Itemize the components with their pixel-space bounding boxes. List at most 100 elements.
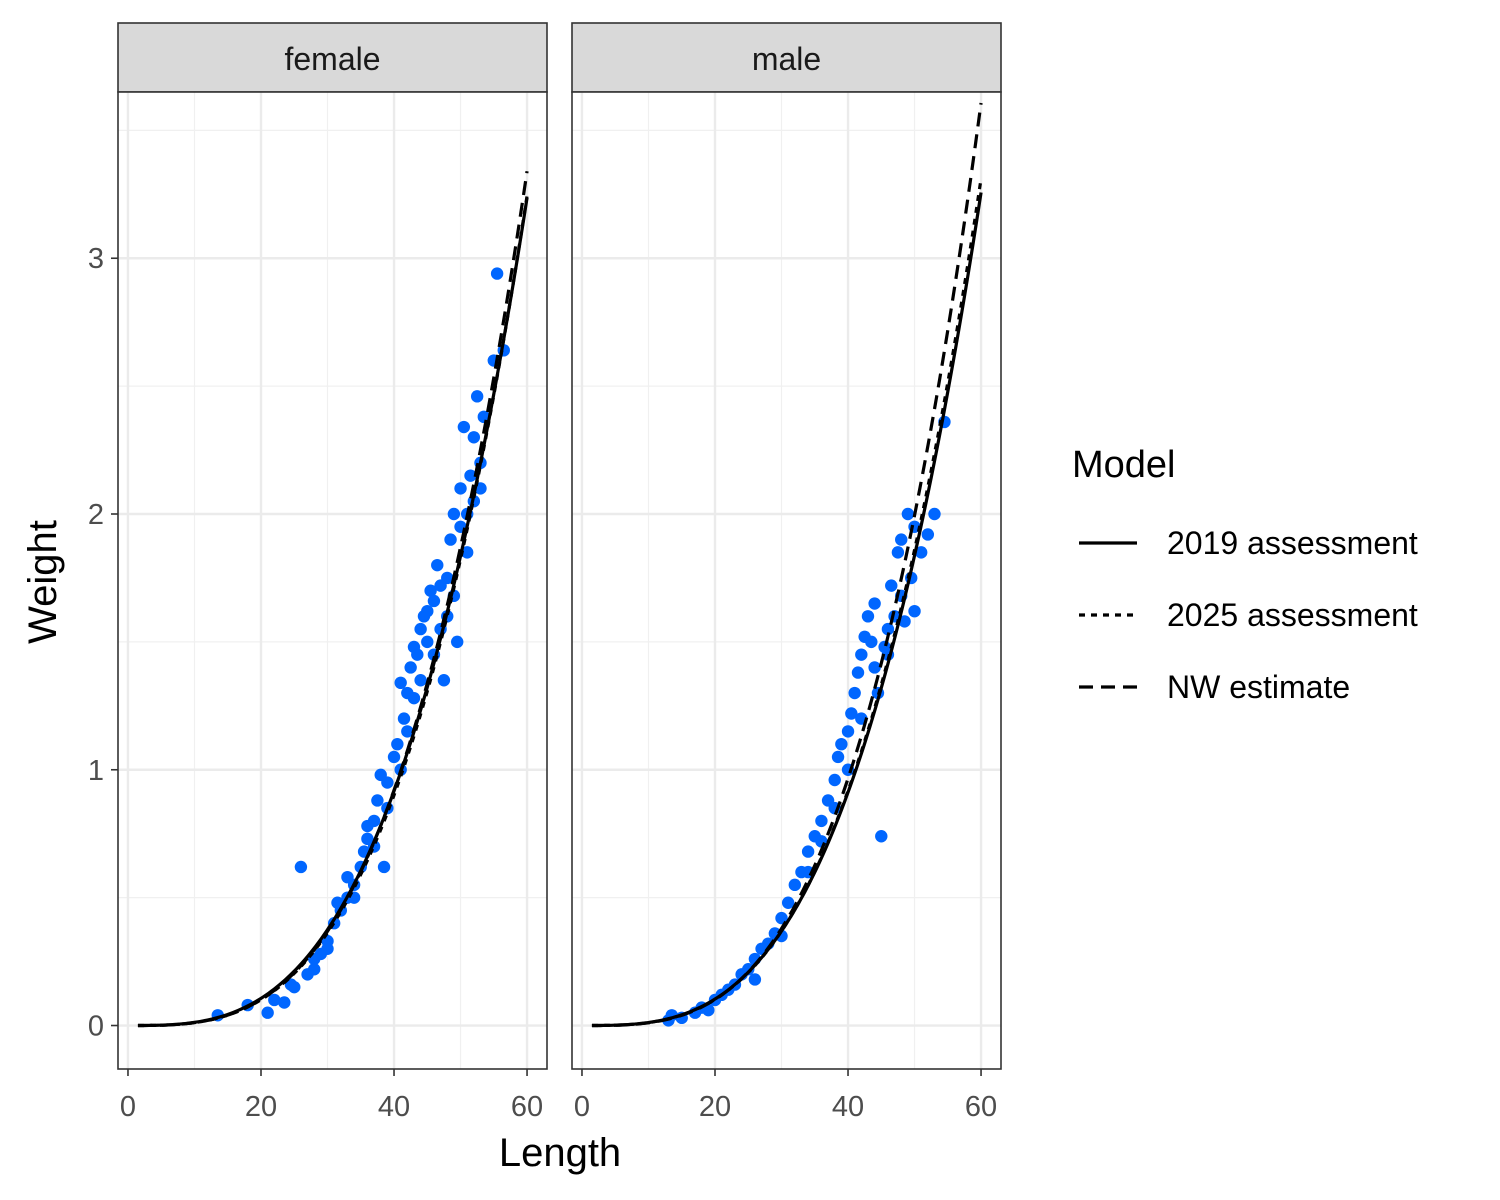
- data-point: [397, 712, 411, 725]
- data-point: [845, 707, 858, 720]
- curve-dashed: [137, 171, 529, 1028]
- data-point: [341, 870, 354, 884]
- x-axis-title: Length: [499, 1131, 621, 1175]
- legend-entry-label: 2019 assessment: [1167, 525, 1418, 561]
- legend: Model 2019 assessment 2025 assessment NW e…: [1072, 444, 1418, 705]
- data-point: [444, 533, 457, 546]
- legend-entry-label: 2025 assessment: [1167, 597, 1418, 633]
- x-tick-label: 40: [378, 1091, 410, 1123]
- strip-male: [571, 22, 1002, 93]
- data-point: [477, 410, 491, 424]
- axes-layer: 0 20 40 60 0 1 2 3 0 20 40 60: [88, 243, 997, 1123]
- data-point: [868, 597, 881, 610]
- data-point: [748, 973, 762, 986]
- data-point: [914, 546, 928, 559]
- data-point: [294, 860, 308, 874]
- strip-female: [117, 22, 548, 93]
- data-point: [278, 996, 291, 1009]
- x-tick-label: 0: [574, 1091, 590, 1123]
- data-point: [868, 661, 881, 674]
- data-point: [831, 750, 845, 764]
- x-tick-label: 60: [511, 1091, 543, 1123]
- legend-entry-label: NW estimate: [1167, 669, 1350, 705]
- data-point: [414, 622, 427, 636]
- data-point: [424, 584, 437, 597]
- strip-label: male: [752, 41, 821, 77]
- data-point: [898, 615, 911, 628]
- x-tick-label: 20: [245, 1091, 277, 1123]
- y-tick-label: 1: [88, 755, 104, 787]
- curve-dashed: [591, 102, 983, 1028]
- data-point: [781, 896, 795, 909]
- data-point: [928, 507, 941, 521]
- strip-label: female: [284, 41, 380, 77]
- data-point: [885, 579, 898, 592]
- data-point: [414, 674, 427, 687]
- legend-title: Model: [1072, 444, 1176, 486]
- y-tick-label: 2: [88, 499, 104, 531]
- data-point: [268, 993, 281, 1007]
- data-point: [371, 794, 384, 807]
- data-point: [261, 1006, 274, 1019]
- y-tick-label: 0: [88, 1011, 104, 1043]
- data-point: [861, 610, 875, 623]
- data-point: [454, 482, 467, 495]
- data-point: [308, 963, 321, 976]
- x-tick-label: 40: [832, 1091, 864, 1123]
- data-point: [407, 640, 421, 654]
- panel-border: [571, 91, 1002, 1070]
- data-point: [467, 431, 481, 444]
- data-point: [788, 878, 802, 892]
- panels-layer: female male: [117, 22, 1002, 1070]
- data-point: [401, 725, 414, 738]
- data-point: [394, 676, 407, 690]
- data-point: [321, 942, 334, 955]
- panel-border: [117, 91, 548, 1070]
- data-point: [891, 546, 905, 559]
- x-tick-label: 60: [965, 1091, 997, 1123]
- x-tick-label: 20: [699, 1091, 731, 1123]
- data-point: [490, 267, 504, 280]
- data-point: [431, 558, 444, 572]
- panel-female: female: [117, 22, 548, 1070]
- y-tick-label: 3: [88, 243, 104, 275]
- data-point: [895, 533, 908, 546]
- x-tick-label: 0: [120, 1091, 136, 1123]
- data-point: [437, 674, 451, 687]
- data-point: [881, 622, 895, 636]
- data-point: [434, 579, 447, 592]
- data-point: [851, 666, 865, 679]
- data-point: [427, 594, 441, 608]
- data-point: [387, 750, 401, 764]
- data-point: [848, 686, 861, 700]
- data-point: [801, 845, 815, 858]
- data-point: [742, 963, 755, 976]
- data-point: [407, 691, 421, 705]
- data-point: [865, 635, 878, 649]
- data-point: [470, 390, 484, 403]
- data-point: [921, 528, 935, 541]
- data-point: [908, 604, 921, 618]
- data-point: [391, 737, 404, 751]
- data-point: [841, 725, 855, 738]
- data-point: [835, 737, 848, 751]
- data-point: [381, 776, 394, 789]
- data-point: [421, 635, 434, 649]
- data-point: [855, 648, 868, 661]
- y-axis-title: Weight: [21, 520, 65, 644]
- data-point: [875, 830, 888, 843]
- data-point: [361, 819, 374, 833]
- data-point: [464, 469, 477, 482]
- data-point: [901, 507, 915, 521]
- data-point: [447, 507, 461, 521]
- data-point: [457, 420, 471, 434]
- panel-male: male: [571, 22, 1002, 1070]
- data-point: [702, 1003, 715, 1017]
- data-point: [828, 773, 841, 787]
- data-point: [377, 860, 391, 874]
- data-point: [460, 546, 474, 559]
- data-point: [404, 661, 417, 674]
- data-point: [815, 814, 828, 828]
- data-point: [421, 604, 434, 618]
